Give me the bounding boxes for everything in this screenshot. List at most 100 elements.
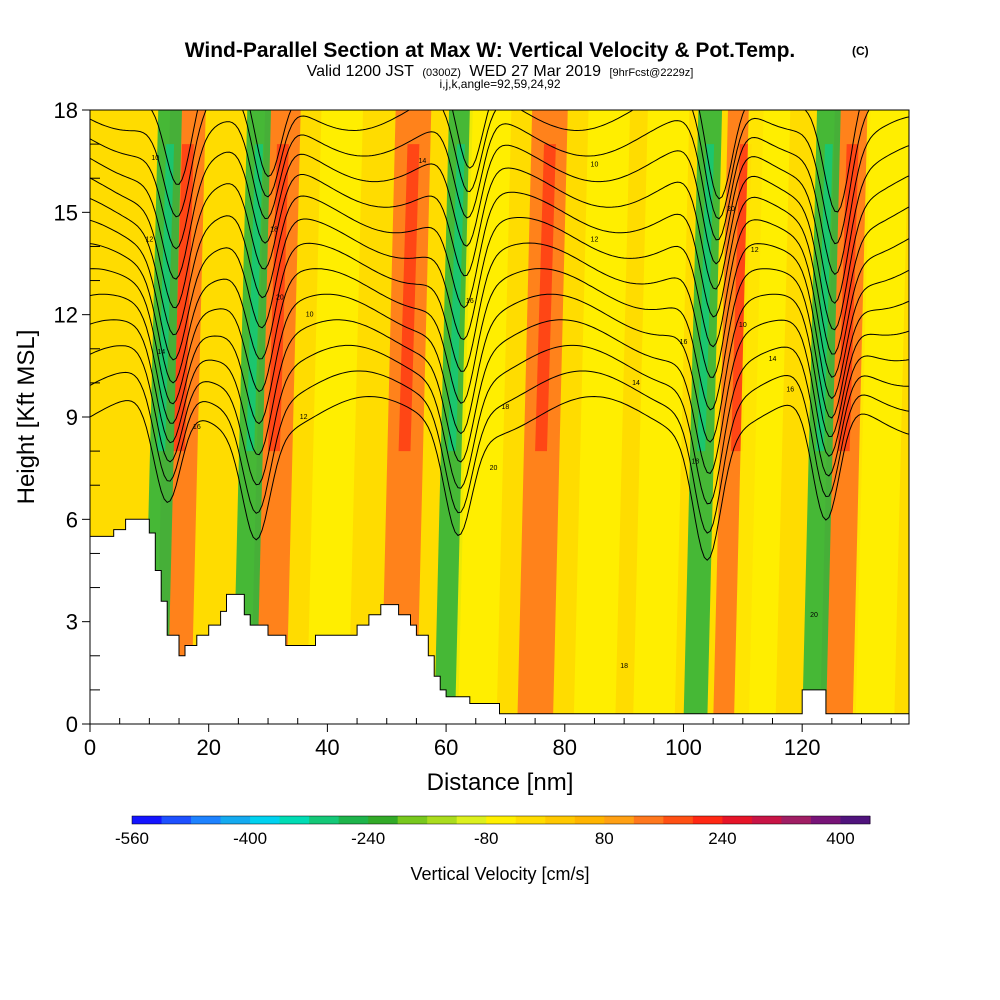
contour-label: 20 <box>727 206 735 213</box>
subtitle-line: Valid 1200 JST (0300Z) WED 27 Mar 2019 [… <box>307 63 694 80</box>
contour-label: 16 <box>786 387 794 394</box>
contour-label: 10 <box>151 155 159 162</box>
colorbar-tick-label: -240 <box>351 829 385 848</box>
colorbar-swatch <box>368 816 399 824</box>
contour-label: 18 <box>691 458 699 465</box>
contour-label: 16 <box>680 339 688 346</box>
colorbar-swatch <box>722 816 753 824</box>
y-tick-label: 0 <box>66 712 78 737</box>
colorbar-swatch <box>574 816 605 824</box>
x-tick-label: 60 <box>434 735 458 760</box>
contour-label: 16 <box>466 298 474 305</box>
y-tick-label: 9 <box>66 405 78 430</box>
x-tick-label: 100 <box>665 735 702 760</box>
theta-line <box>90 268 909 419</box>
y-tick-label: 6 <box>66 507 78 532</box>
y-axis-label: Height [Kft MSL] <box>13 330 40 505</box>
theta-line <box>90 110 870 245</box>
contour-label: 12 <box>751 247 759 254</box>
terrain <box>90 518 909 724</box>
x-tick-label: 20 <box>196 735 220 760</box>
colorbar-frame <box>131 815 871 825</box>
colorbar-swatch <box>751 816 782 824</box>
velocity-core <box>535 144 556 452</box>
colorbar: -560 -400 -240 -80 80 240 400 <box>115 815 871 848</box>
colorbar-swatch <box>515 816 546 824</box>
velocity-band <box>306 110 363 724</box>
contour-label: 10 <box>591 162 599 169</box>
colorbar-tick-label: -80 <box>474 829 499 848</box>
velocity-band <box>454 110 512 724</box>
colorbar-swatch <box>338 816 369 824</box>
theta-line <box>90 395 909 561</box>
contour-label: 14 <box>769 356 777 363</box>
contour-label: 16 <box>193 424 201 431</box>
colorbar-swatch <box>810 816 841 824</box>
colorbar-swatch <box>604 816 635 824</box>
chart-title: Wind-Parallel Section at Max W: Vertical… <box>185 39 796 62</box>
x-tick-label: 120 <box>784 735 821 760</box>
contour-labels: 10 12 14 16 18 20 10 12 14 16 18 20 10 12 14 16 18 20 10 12… <box>145 155 818 670</box>
theta-line <box>90 167 909 331</box>
theta-line <box>90 116 909 275</box>
theta-contours <box>90 110 909 561</box>
theta-line <box>90 242 909 400</box>
contour-label: 12 <box>145 237 153 244</box>
x-tick-label: 0 <box>84 735 96 760</box>
colorbar-swatch <box>692 816 723 824</box>
colorbar-swatch <box>663 816 694 824</box>
x-axis-label: Distance [nm] <box>427 769 574 796</box>
theta-line <box>90 344 909 505</box>
colorbar-swatch <box>279 816 310 824</box>
theta-line <box>90 217 909 378</box>
theta-line <box>90 370 909 534</box>
subtitle-main: Valid 1200 JST <box>307 63 415 80</box>
velocity-band <box>573 110 631 724</box>
contour-label: 18 <box>502 404 510 411</box>
subtitle-fcst: [9hrFcst@2229z] <box>609 67 693 79</box>
colorbar-swatch <box>633 816 664 824</box>
contour-label: 20 <box>490 465 498 472</box>
colorbar-swatch <box>191 816 222 824</box>
colorbar-tick-label: 240 <box>708 829 736 848</box>
contour-label: 14 <box>632 380 640 387</box>
colorbar-swatch <box>132 816 163 824</box>
colorbar-swatch <box>161 816 192 824</box>
theta-line <box>90 293 909 443</box>
theta-line <box>90 144 909 304</box>
velocity-core <box>816 144 833 452</box>
colorbar-swatch <box>250 816 281 824</box>
colorbar-swatch <box>309 816 340 824</box>
contour-label: 20 <box>810 612 818 619</box>
colorbar-swatch <box>427 816 458 824</box>
y-tick-label: 12 <box>54 303 78 328</box>
subtitle-indices: i,j,k,angle=92,59,24,92 <box>439 77 560 91</box>
velocity-band <box>852 110 909 724</box>
colorbar-tick-label: -400 <box>233 829 267 848</box>
axes: 0 20 40 60 80 100 120 0 3 6 9 12 15 18 <box>54 98 892 760</box>
y-tick-label: 3 <box>66 610 78 635</box>
subtitle-date: WED 27 Mar 2019 <box>469 63 601 80</box>
subtitle-paren: (0300Z) <box>422 67 461 79</box>
colorbar-swatch <box>456 816 487 824</box>
velocity-band <box>633 110 690 724</box>
title-mark: (C) <box>852 44 869 58</box>
colorbar-swatch <box>781 816 812 824</box>
colorbar-swatch <box>545 816 576 824</box>
y-tick-label: 18 <box>54 98 78 123</box>
theta-line <box>90 319 909 474</box>
contour-label: 18 <box>270 226 278 233</box>
colorbar-swatch <box>397 816 428 824</box>
contour-label: 20 <box>276 295 284 302</box>
colorbar-swatch <box>840 816 871 824</box>
plot-area: 10 12 14 16 18 20 10 12 14 16 18 20 10 12 14 16 18 20 10 12… <box>90 110 909 724</box>
colorbar-label: Vertical Velocity [cm/s] <box>410 864 589 884</box>
velocity-core <box>398 144 420 452</box>
contour-label: 18 <box>620 663 628 670</box>
x-tick-label: 80 <box>553 735 577 760</box>
colorbar-swatch <box>486 816 517 824</box>
contour-label: 10 <box>306 312 314 319</box>
velocity-core <box>448 144 465 452</box>
y-tick-label: 15 <box>54 200 78 225</box>
